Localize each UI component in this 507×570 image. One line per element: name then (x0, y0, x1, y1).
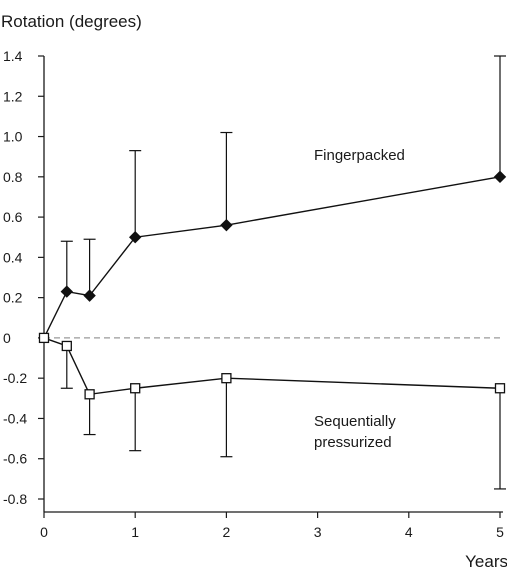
series-label-sequentially-pressurized: Sequentially pressurized (314, 413, 400, 451)
series-line-fingerpacked (43, 176, 501, 339)
y-tick-label: 0.8 (3, 169, 23, 185)
marker-fingerpacked (493, 170, 507, 184)
x-tick-label: 3 (314, 524, 322, 540)
x-tick-label: 5 (496, 524, 504, 540)
x-tick-label: 2 (223, 524, 231, 540)
marker-sequentially-pressurized (130, 383, 141, 394)
marker-sequentially-pressurized (84, 389, 95, 400)
y-tick-label: 1.4 (3, 48, 23, 64)
y-axis-title: Rotation (degrees) (1, 12, 142, 31)
marker-sequentially-pressurized (61, 340, 72, 352)
y-tick-label: -0.6 (3, 451, 27, 467)
marker-fingerpacked (60, 285, 74, 298)
x-axis-ticks: 0 1 2 3 4 5 (40, 512, 504, 540)
x-axis-title: Years (465, 552, 507, 570)
series-label-line-2: pressurized (314, 434, 392, 451)
y-tick-label: 0.4 (3, 249, 23, 265)
series-markers (38, 170, 507, 400)
x-tick-label: 4 (405, 524, 413, 540)
x-tick-label: 1 (131, 524, 139, 540)
marker-fingerpacked (128, 231, 142, 244)
marker-fingerpacked (220, 218, 233, 232)
y-tick-label: 1.0 (3, 129, 23, 145)
axes (43, 56, 503, 513)
y-tick-label: 1.2 (3, 88, 23, 104)
y-tick-label: -0.4 (3, 410, 27, 426)
y-tick-label: 0 (3, 330, 11, 346)
y-tick-label: 0.6 (3, 209, 23, 225)
marker-sequentially-pressurized (38, 332, 50, 344)
series-lines (43, 176, 501, 396)
y-tick-label: 0.2 (3, 290, 23, 306)
marker-fingerpacked (83, 289, 96, 302)
marker-sequentially-pressurized (221, 373, 232, 384)
series-label-line-1: Sequentially (314, 413, 396, 430)
series-line-sequentially-pressurized (43, 337, 501, 396)
y-axis-ticks: 1.4 1.2 1.0 0.8 0.6 0.4 0.2 0 -0.2 -0.4 -0.6 -0.8 (3, 48, 44, 507)
y-tick-label: -0.8 (3, 491, 27, 507)
y-tick-label: -0.2 (3, 370, 27, 386)
series-label-fingerpacked: Fingerpacked (314, 147, 405, 164)
x-tick-label: 0 (40, 524, 48, 540)
marker-sequentially-pressurized (494, 383, 506, 394)
error-bars (60, 55, 506, 490)
